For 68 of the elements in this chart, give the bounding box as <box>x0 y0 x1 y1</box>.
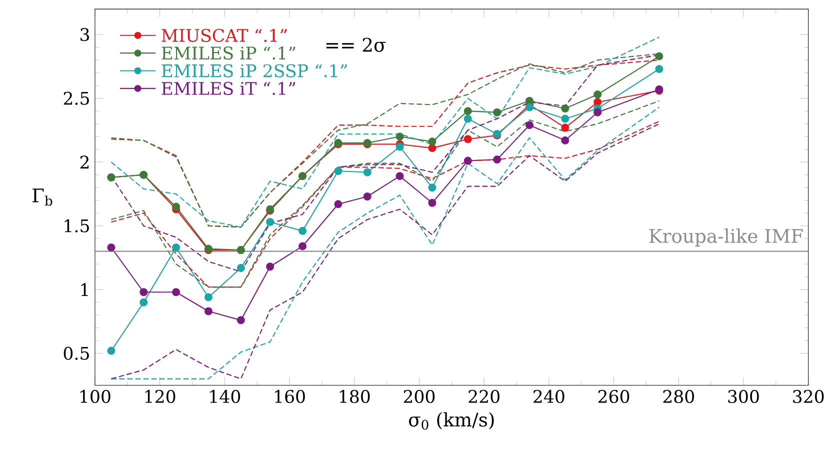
point <box>464 114 472 123</box>
point <box>464 135 472 144</box>
x-tick-label: 320 <box>793 390 824 403</box>
point <box>493 108 502 116</box>
point <box>334 166 342 175</box>
y-tick-label: 0.5 <box>64 346 89 360</box>
point <box>396 132 404 140</box>
legend-label: EMILES iT “.1” <box>162 82 296 95</box>
y-tick-label: 1.5 <box>64 219 89 232</box>
point <box>428 183 436 192</box>
point <box>298 242 306 250</box>
x-tick-label: 260 <box>598 390 630 403</box>
point <box>525 96 534 105</box>
x-tick-label: 280 <box>663 390 694 403</box>
point <box>172 288 180 296</box>
x-tick-label: 180 <box>340 390 370 403</box>
x-tick-label: 120 <box>145 390 176 403</box>
point <box>107 243 116 252</box>
annotation: == 2σ <box>326 38 386 52</box>
point <box>236 316 245 324</box>
y-tick-label: 1 <box>81 283 88 296</box>
point <box>298 226 306 235</box>
point <box>172 243 180 252</box>
point <box>428 138 436 146</box>
point <box>561 114 570 123</box>
point <box>204 307 212 316</box>
point <box>428 198 436 207</box>
point <box>594 90 602 98</box>
point <box>363 168 372 176</box>
point <box>236 264 245 272</box>
x-axis-title: σ$_{0}$ (km/s) <box>409 412 494 430</box>
point <box>655 64 664 73</box>
point <box>655 52 664 60</box>
point <box>396 172 404 180</box>
point <box>525 121 534 130</box>
y-axis-title: Γ$_{b}$ <box>32 188 52 206</box>
point <box>140 298 148 306</box>
legend-label: MIUSCAT “.1” <box>162 28 287 42</box>
x-tick-label: 200 <box>404 390 435 403</box>
point <box>561 136 570 144</box>
point <box>172 202 180 211</box>
point <box>140 288 148 296</box>
point <box>266 218 274 226</box>
point <box>107 346 116 355</box>
y-tick-label: 3 <box>80 28 89 42</box>
x-tick-label: 300 <box>728 390 759 403</box>
legend-label: EMILES iP 2SSP “.1” <box>162 64 347 78</box>
y-tick-label: 2 <box>80 156 89 168</box>
point <box>493 155 502 164</box>
ref-line-label: Kroupa-like IMF <box>649 228 803 247</box>
point <box>204 293 212 302</box>
point <box>266 262 274 271</box>
point <box>363 192 372 200</box>
x-tick-label: 100 <box>80 390 110 403</box>
point <box>561 104 570 112</box>
point <box>334 200 342 208</box>
x-tick-label: 220 <box>468 390 500 403</box>
x-tick-label: 240 <box>534 390 564 403</box>
x-tick-label: 140 <box>210 390 240 403</box>
y-tick-label: 2.5 <box>64 92 89 105</box>
point <box>525 103 534 112</box>
point <box>464 106 472 115</box>
point <box>396 142 404 151</box>
point <box>464 156 472 165</box>
point <box>561 124 570 132</box>
legend-label: EMILES iP “.1” <box>162 46 296 60</box>
point <box>594 108 602 116</box>
x-tick-label: 160 <box>275 390 305 403</box>
